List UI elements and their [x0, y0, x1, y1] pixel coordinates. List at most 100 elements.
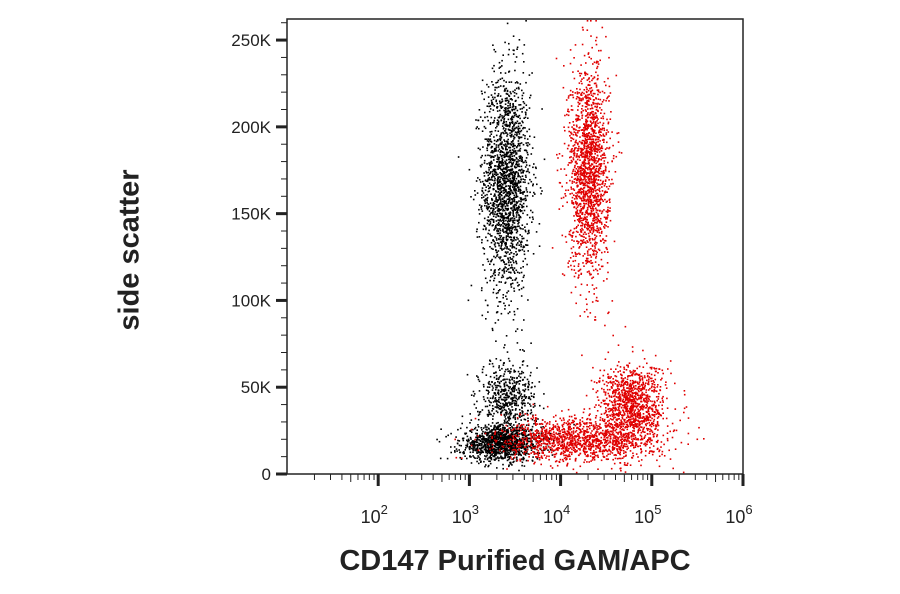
data-point: [498, 210, 500, 212]
data-point: [482, 119, 484, 122]
data-point: [597, 205, 600, 207]
data-point: [520, 172, 523, 174]
data-point: [481, 450, 484, 453]
data-point: [506, 298, 508, 300]
data-point: [493, 277, 496, 280]
data-point: [487, 190, 490, 193]
data-point: [594, 82, 597, 85]
data-point: [581, 149, 584, 151]
data-point: [483, 98, 485, 101]
data-point: [502, 399, 504, 401]
data-point: [527, 453, 530, 455]
data-point: [585, 125, 587, 127]
data-point: [509, 172, 512, 174]
data-point: [515, 216, 518, 218]
data-point: [494, 451, 497, 453]
data-point: [582, 200, 584, 202]
data-point: [504, 263, 506, 266]
data-point: [503, 182, 505, 185]
data-point: [492, 273, 495, 275]
data-point: [579, 315, 581, 317]
data-point: [481, 154, 483, 157]
data-point: [520, 393, 523, 395]
data-point: [517, 165, 520, 167]
data-point: [476, 452, 478, 454]
data-point: [582, 262, 584, 264]
data-point: [576, 125, 578, 128]
data-point: [497, 291, 499, 294]
data-point: [518, 389, 521, 392]
data-point: [522, 212, 524, 215]
data-point: [507, 218, 510, 220]
data-point: [511, 378, 513, 380]
data-point: [596, 222, 598, 224]
data-point: [521, 89, 523, 92]
data-point: [485, 170, 487, 173]
data-point: [439, 457, 442, 460]
data-point: [510, 444, 512, 447]
data-point: [480, 206, 482, 209]
data-point: [492, 103, 494, 106]
data-point: [523, 441, 525, 443]
data-point: [488, 187, 490, 190]
data-point: [520, 432, 523, 435]
data-point: [494, 211, 496, 213]
data-point: [479, 449, 482, 451]
data-point: [606, 129, 608, 131]
data-point: [500, 119, 502, 122]
data-point: [520, 271, 523, 274]
data-point: [498, 100, 501, 102]
data-point: [454, 451, 456, 453]
data-point: [520, 197, 523, 199]
data-point: [518, 397, 520, 400]
data-point: [507, 413, 509, 415]
data-point: [481, 409, 484, 411]
data-point: [516, 328, 519, 330]
data-point: [520, 402, 523, 404]
data-point: [576, 179, 578, 181]
data-point: [520, 267, 522, 269]
data-point: [495, 388, 497, 391]
data-point: [500, 312, 503, 315]
data-point: [504, 370, 506, 373]
data-point: [597, 228, 600, 231]
data-point: [525, 445, 527, 447]
data-point: [521, 364, 524, 366]
data-point: [506, 384, 509, 387]
data-point: [500, 182, 503, 185]
data-point: [590, 177, 592, 179]
data-point: [470, 196, 472, 198]
data-point: [501, 197, 504, 200]
data-point: [495, 443, 497, 446]
data-point: [504, 191, 506, 194]
data-point: [514, 89, 516, 91]
data-point: [510, 229, 513, 232]
data-point: [528, 397, 531, 399]
data-point: [521, 235, 523, 238]
data-point: [497, 185, 499, 187]
data-point: [512, 226, 514, 229]
data-point: [501, 59, 503, 62]
data-point: [598, 151, 601, 153]
data-point: [500, 106, 502, 108]
data-point: [510, 119, 513, 121]
data-point: [507, 422, 509, 424]
data-point: [481, 429, 483, 431]
data-point: [493, 438, 495, 440]
data-point: [589, 146, 592, 149]
data-point: [540, 426, 542, 429]
data-point: [534, 448, 536, 450]
data-point: [492, 155, 494, 158]
data-point: [500, 413, 502, 415]
data-point: [517, 285, 519, 287]
data-point: [586, 212, 589, 214]
data-point: [511, 127, 514, 130]
data-point: [496, 122, 499, 124]
data-point: [495, 100, 497, 103]
data-point: [501, 269, 504, 272]
data-point: [583, 54, 586, 57]
data-point: [505, 123, 507, 126]
data-point: [490, 145, 493, 148]
data-point: [519, 426, 521, 429]
data-point: [504, 454, 506, 456]
